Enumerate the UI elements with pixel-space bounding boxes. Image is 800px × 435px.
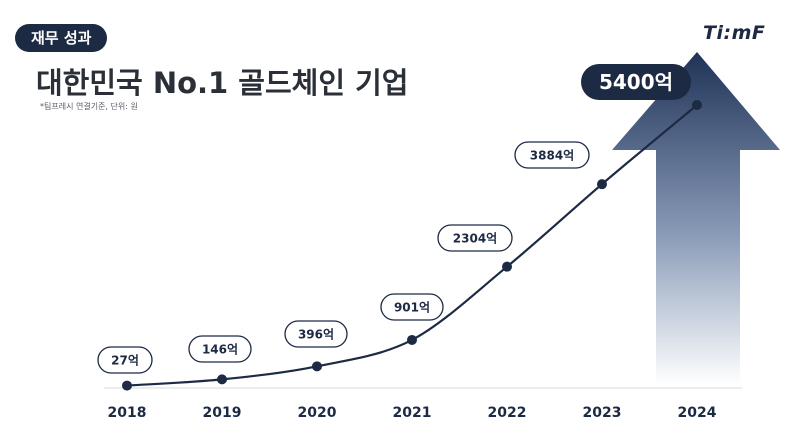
x-tick-label: 2023	[583, 405, 622, 421]
data-label-text: 5400억	[599, 70, 673, 94]
data-label-2023: 3884억	[514, 141, 590, 169]
data-point-2023	[597, 179, 607, 190]
data-label-2022: 2304억	[437, 224, 513, 252]
x-tick-label: 2018	[108, 405, 147, 421]
data-point-2020	[312, 361, 322, 372]
x-tick-label: 2019	[203, 405, 242, 421]
section-badge: 재무 성과	[15, 24, 108, 52]
company-logo: Ti:mF	[703, 22, 766, 44]
data-point-2018	[122, 380, 132, 391]
data-label-2018: 27억	[97, 346, 153, 374]
x-tick-label: 2021	[393, 405, 432, 421]
data-label-2021: 901억	[380, 293, 444, 321]
data-label-text: 2304억	[453, 232, 497, 246]
data-label-2019: 146억	[188, 335, 252, 363]
data-label-text: 3884억	[530, 149, 574, 163]
data-label-text: 396억	[298, 328, 334, 342]
data-label-2024: 5400억	[581, 64, 691, 100]
data-point-2022	[502, 261, 512, 272]
x-tick-label: 2024	[678, 405, 717, 421]
data-point-2021	[407, 334, 417, 345]
data-label-2020: 396억	[284, 320, 348, 348]
growth-arrow	[612, 52, 780, 385]
x-tick-label: 2020	[298, 405, 337, 421]
data-point-2019	[217, 374, 227, 385]
data-point-2024	[692, 100, 702, 110]
data-label-text: 27억	[111, 354, 139, 368]
data-label-text: 901억	[394, 301, 430, 315]
x-tick-label: 2022	[488, 405, 527, 421]
page-title: 대한민국 No.1 골드체인 기업	[36, 66, 409, 100]
data-label-text: 146억	[202, 343, 238, 357]
footnote: *팀프레시 연결기준, 단위: 원	[40, 102, 138, 111]
